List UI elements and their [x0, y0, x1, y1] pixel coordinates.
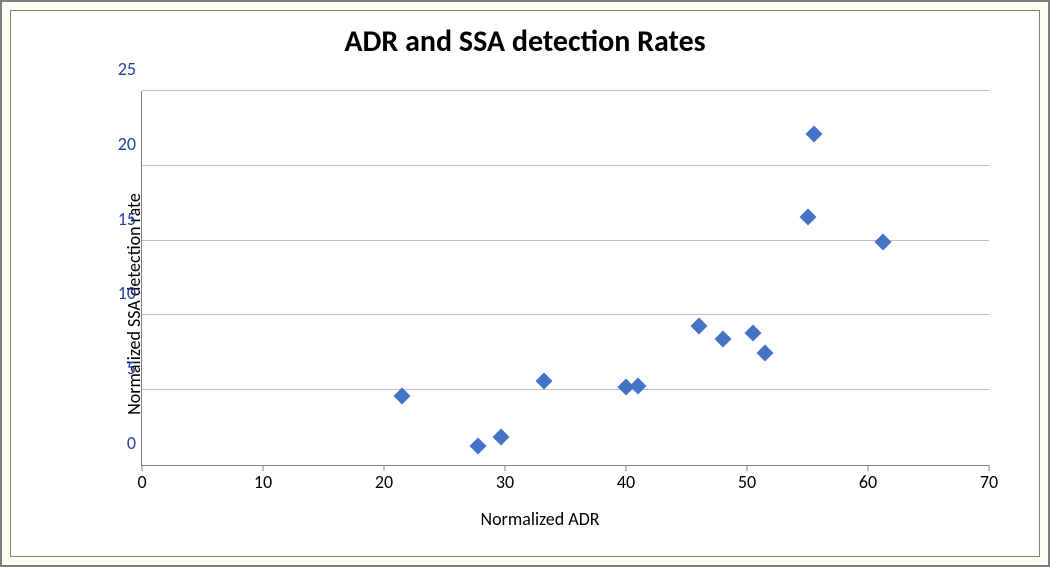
chart-outer-frame: ADR and SSA detection Rates Normalized S… [0, 0, 1050, 567]
x-axis-title: Normalized ADR [480, 508, 599, 530]
data-point [745, 325, 762, 342]
x-tick-label: 40 [617, 471, 635, 493]
data-point [630, 377, 647, 394]
y-tick-label: 10 [102, 282, 136, 304]
gridline [142, 314, 989, 315]
data-point [874, 234, 891, 251]
chart-inner-frame: ADR and SSA detection Rates Normalized S… [10, 10, 1040, 557]
x-tick-label: 50 [738, 471, 756, 493]
data-point [714, 331, 731, 348]
x-tick-label: 30 [496, 471, 514, 493]
y-tick-label: 20 [102, 133, 136, 155]
chart-title: ADR and SSA detection Rates [11, 11, 1039, 60]
gridline [142, 90, 989, 91]
x-tick-label: 70 [980, 471, 998, 493]
y-tick-label: 15 [102, 208, 136, 230]
x-tick-label: 20 [375, 471, 393, 493]
y-tick-label: 25 [102, 58, 136, 80]
data-point [493, 428, 510, 445]
data-point [799, 208, 816, 225]
y-tick-label: 0 [102, 432, 136, 454]
x-tick-label: 0 [137, 471, 146, 493]
plot-area: 0510152025010203040506070 [141, 91, 989, 466]
plot-wrap: Normalized SSA detection rate Normalized… [71, 81, 1009, 526]
x-tick-label: 10 [254, 471, 272, 493]
y-tick-label: 5 [102, 357, 136, 379]
gridline [142, 165, 989, 166]
x-tick-label: 60 [859, 471, 877, 493]
data-point [805, 126, 822, 143]
data-point [470, 437, 487, 454]
data-point [394, 388, 411, 405]
data-point [757, 344, 774, 361]
gridline [142, 389, 989, 390]
gridline [142, 240, 989, 241]
data-point [535, 373, 552, 390]
data-point [690, 317, 707, 334]
